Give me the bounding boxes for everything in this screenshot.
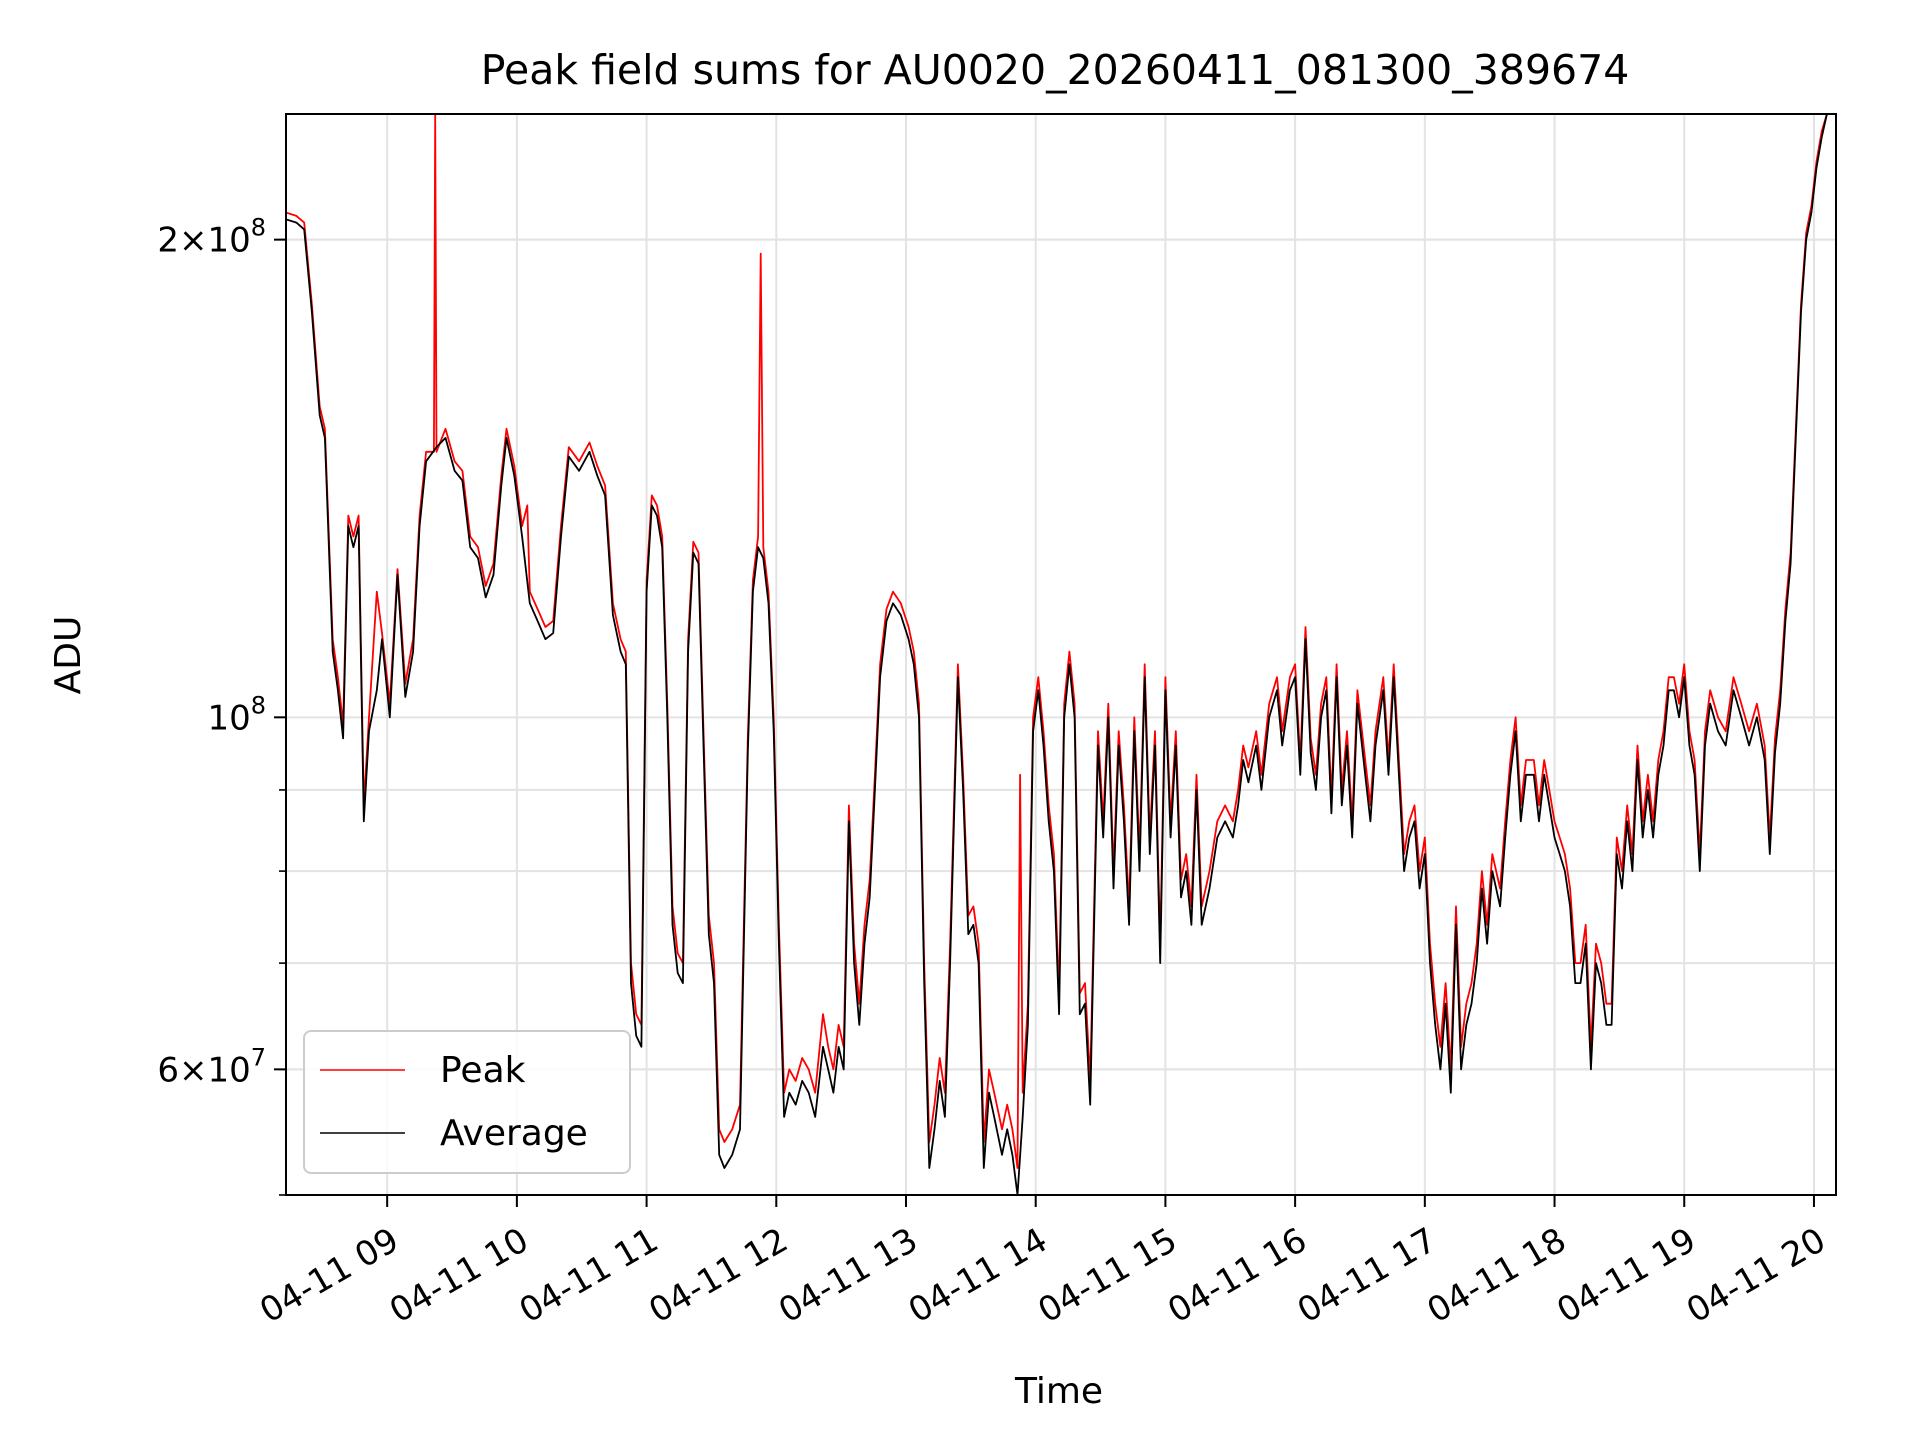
legend: Peak Average [303,1030,631,1174]
y-axis-label: ADU [48,616,89,695]
legend-frame [303,1030,631,1174]
x-axis-label: Time [1014,1371,1103,1412]
legend-label-average: Average [440,1113,588,1154]
y-tick-label: 2×108 [157,214,266,261]
series-line-average [286,114,1828,1195]
grid [286,114,1836,1196]
legend-label-peak: Peak [440,1050,526,1091]
chart-title: Peak field sums for AU0020_20260411_0813… [481,46,1630,94]
series-line-peak [286,114,1828,1169]
plot-frame [285,113,1837,1196]
series-layer [286,114,1828,1195]
y-tick-label: 6×107 [157,1043,266,1090]
